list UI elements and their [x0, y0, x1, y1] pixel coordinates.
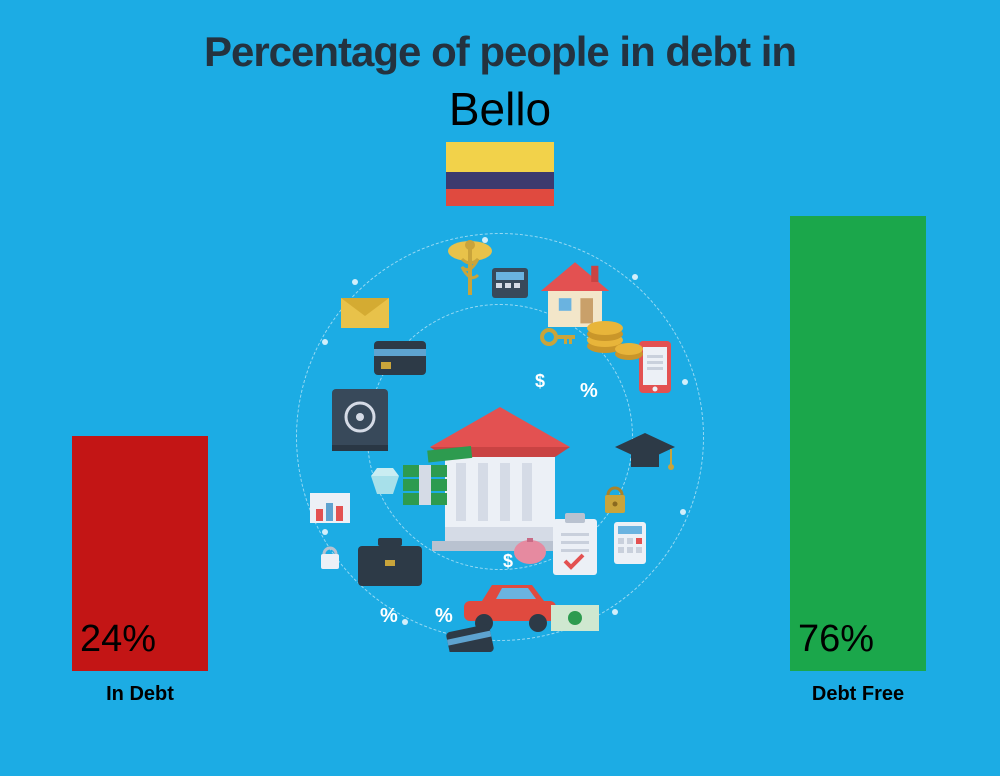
svg-text:%: % [580, 380, 598, 402]
bar-debt-free-rect: 76% [790, 216, 926, 671]
flag-stripe-top [446, 142, 554, 172]
svg-text:%: % [380, 605, 398, 627]
svg-text:%: % [435, 605, 453, 627]
bar-debt-free-label: Debt Free [812, 683, 904, 706]
flag-stripe-middle [446, 172, 554, 189]
page-title: Percentage of people in debt in [0, 28, 1000, 76]
center-illustration: %%% $ $ [285, 222, 715, 652]
svg-text:$: $ [503, 551, 513, 571]
bar-debt-free-value: 76% [798, 618, 874, 661]
bar-in-debt-label: In Debt [106, 683, 174, 706]
flag-icon [446, 142, 554, 206]
svg-text:$: $ [535, 371, 545, 391]
bar-in-debt-value: 24% [80, 618, 156, 661]
location-name: Bello [0, 82, 1000, 136]
finance-icons-svg: %%% $ $ [285, 222, 715, 652]
bar-in-debt-rect: 24% [72, 436, 208, 671]
bar-debt-free: 76% Debt Free [790, 216, 926, 706]
bar-in-debt: 24% In Debt [72, 436, 208, 706]
flag-stripe-bottom [446, 189, 554, 206]
